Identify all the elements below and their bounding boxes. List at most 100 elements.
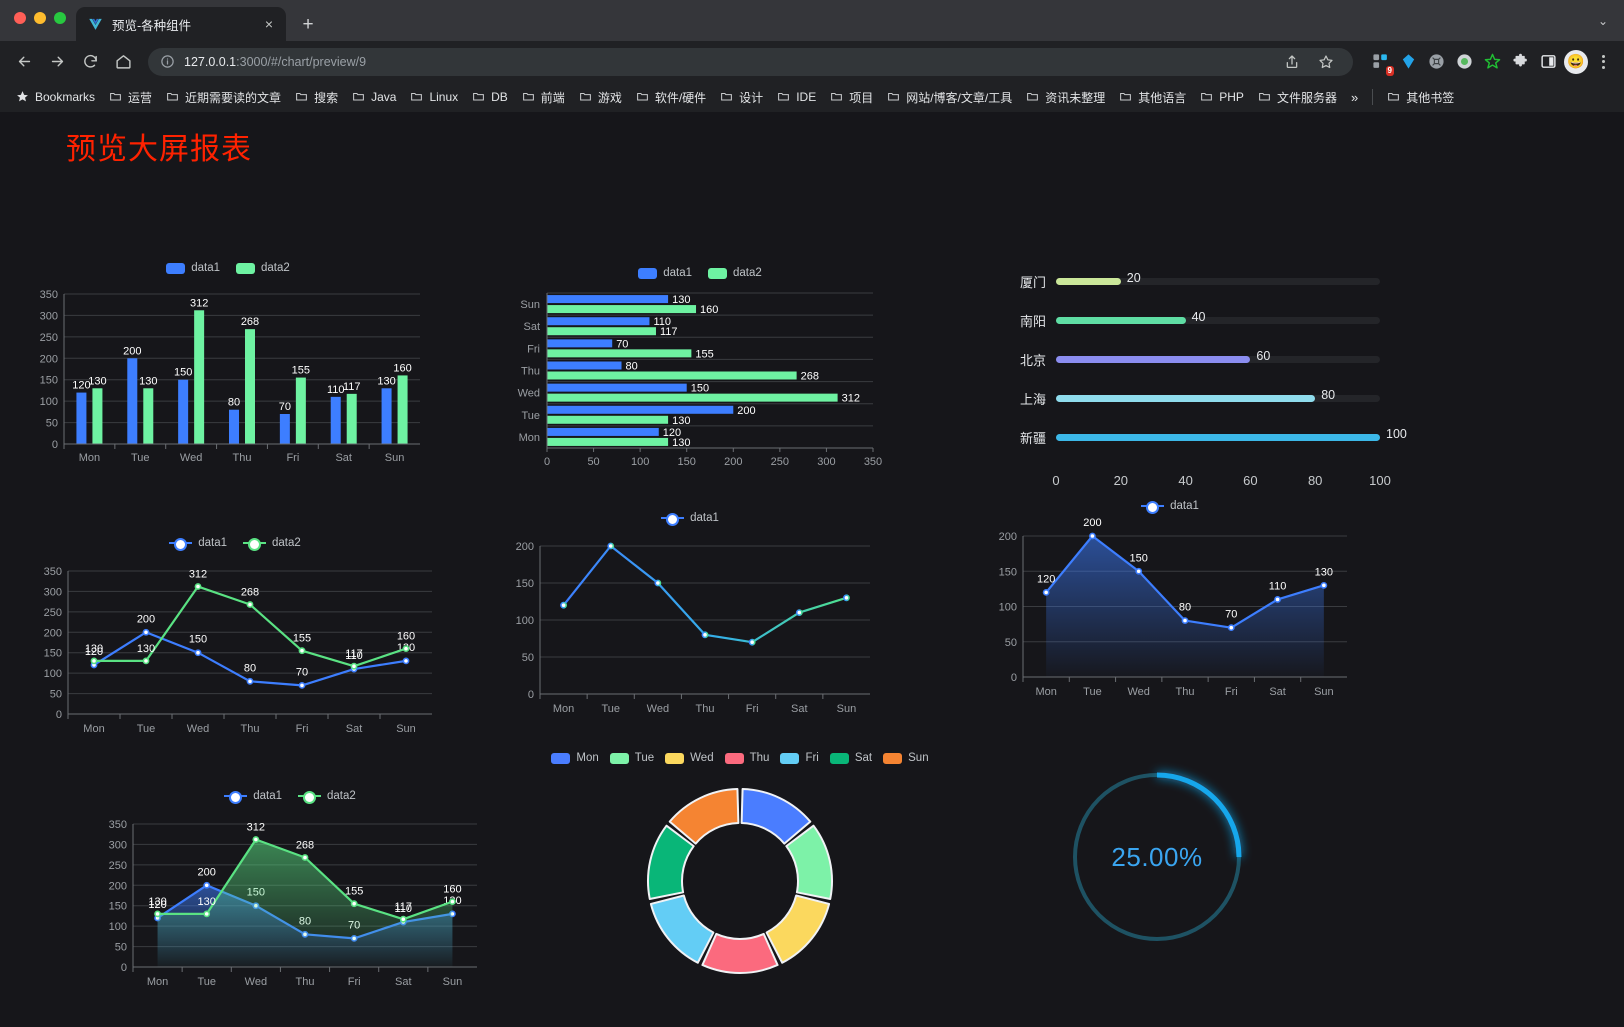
close-window-button[interactable]	[14, 12, 26, 24]
bookmark-folder[interactable]: 设计	[714, 86, 769, 109]
area-single-chart[interactable]: 0 50 100 150 200 120 200 150 80 70 110 130 Mon Tue Wed…	[985, 517, 1355, 705]
star-outline-icon[interactable]	[1311, 47, 1341, 77]
chevron-down-icon[interactable]: ⌄	[1597, 14, 1608, 28]
legend-item[interactable]: data1	[1141, 500, 1199, 514]
svg-text:150: 150	[516, 578, 534, 590]
legend-item[interactable]: data1	[166, 262, 220, 274]
bookmark-folder[interactable]: PHP	[1194, 87, 1250, 107]
forward-arrow-icon[interactable]	[42, 47, 72, 77]
home-icon[interactable]	[108, 47, 138, 77]
svg-text:200: 200	[109, 880, 127, 892]
back-arrow-icon[interactable]	[9, 47, 39, 77]
legend-item[interactable]: Mon	[551, 752, 599, 764]
diamond-icon[interactable]	[1396, 49, 1421, 74]
legend-item[interactable]: Wed	[665, 752, 714, 764]
svg-text:200: 200	[40, 353, 58, 365]
svg-text:Fri: Fri	[746, 703, 759, 715]
bar-vertical-chart[interactable]: 050100150200250300350120130Mon200130Tue1…	[28, 280, 428, 470]
area-dual-chart[interactable]: 0501001502002503003501202001508070110130…	[95, 810, 485, 995]
bookmark-folder[interactable]: 文件服务器	[1252, 86, 1343, 109]
share-icon[interactable]	[1277, 47, 1307, 77]
window-controls[interactable]	[14, 12, 66, 24]
maximize-window-button[interactable]	[54, 12, 66, 24]
bookmark-folder[interactable]: DB	[466, 87, 514, 107]
bookmark-folder[interactable]: 运营	[103, 86, 158, 109]
legend-item[interactable]: Tue	[609, 752, 654, 764]
legend-item[interactable]: Thu	[724, 752, 769, 764]
svg-text:Sat: Sat	[791, 703, 808, 715]
legend-item[interactable]: data2	[243, 537, 301, 551]
legend-item[interactable]: Fri	[780, 752, 819, 764]
bookmark-folder[interactable]: Linux	[404, 87, 464, 107]
bookmark-folder[interactable]: 前端	[516, 86, 571, 109]
legend-item[interactable]: data1	[169, 537, 227, 551]
svg-text:110: 110	[395, 903, 413, 915]
bookmark-folder[interactable]: Java	[346, 87, 402, 107]
legend-item[interactable]: data2	[298, 790, 356, 804]
bookmarks-overflow-button[interactable]: »	[1350, 89, 1359, 105]
svg-text:117: 117	[343, 381, 361, 393]
legend-item[interactable]: data2	[708, 267, 762, 279]
svg-text:50: 50	[522, 652, 534, 664]
legend-item[interactable]: Sat	[829, 752, 872, 764]
browser-tab[interactable]: 预览-各种组件 ×	[76, 7, 286, 41]
line-gradient-chart[interactable]: 0 50 100 150 200 Mon Tue Wed Thu Fri Sat Sun	[500, 532, 880, 722]
legend-item[interactable]: data1	[638, 267, 692, 279]
bookmark-folder[interactable]: 搜索	[289, 86, 344, 109]
avatar[interactable]: 😀	[1564, 49, 1588, 74]
svg-text:160: 160	[700, 304, 718, 316]
bookmark-folder[interactable]: 网站/博客/文章/工具	[881, 86, 1018, 109]
bookmark-label: 运营	[128, 90, 153, 105]
sidepanel-icon[interactable]	[1536, 49, 1561, 74]
bookmark-folder[interactable]: 项目	[824, 86, 879, 109]
minimize-window-button[interactable]	[34, 12, 46, 24]
bookmark-folder[interactable]: 软件/硬件	[630, 86, 712, 109]
extensions-grid-icon[interactable]: 9	[1368, 49, 1394, 76]
green-star-icon[interactable]	[1480, 49, 1505, 74]
svg-text:Sun: Sun	[443, 976, 463, 988]
legend-item[interactable]: data1	[661, 512, 719, 526]
kebab-menu-icon[interactable]	[1591, 50, 1615, 74]
svg-text:0: 0	[544, 456, 550, 468]
legend-label: Fri	[805, 752, 819, 764]
progress-value: 60	[1256, 349, 1271, 363]
bookmark-folder[interactable]: 资讯未整理	[1020, 86, 1111, 109]
address-bar[interactable]: 127.0.0.1:3000/#/chart/preview/9	[148, 47, 1353, 77]
svg-text:Sun: Sun	[1314, 686, 1334, 698]
bookmark-folder[interactable]: 近期需要读的文章	[160, 86, 287, 109]
progress-row: 北京 60	[1000, 340, 1380, 379]
legend-swatch	[724, 752, 744, 764]
other-bookmarks-folder[interactable]: 其他书签	[1381, 86, 1460, 109]
chart-panel-area-dual: data1 data2 0 50 100 150 200 250 300 350 120 200 15…	[95, 790, 485, 995]
info-circle-icon[interactable]	[160, 54, 175, 69]
reload-icon[interactable]	[75, 47, 105, 77]
bookmark-folder[interactable]: 其他语言	[1113, 86, 1192, 109]
gauge-widget[interactable]: 25.00%	[1057, 757, 1257, 957]
url-path: :3000/#/chart/preview/9	[236, 54, 367, 69]
puzzle-icon[interactable]	[1508, 49, 1533, 74]
legend-item[interactable]: data1	[224, 790, 282, 804]
folder-icon	[777, 90, 791, 104]
svg-text:50: 50	[46, 418, 58, 430]
bookmark-folder[interactable]: IDE	[771, 87, 822, 107]
bookmarks-root[interactable]: Bookmarks	[10, 87, 101, 107]
new-tab-button[interactable]: +	[302, 13, 314, 35]
progress-fill	[1056, 356, 1251, 363]
legend-item[interactable]: Sun	[883, 752, 929, 764]
command-circle-icon[interactable]	[1424, 49, 1449, 74]
bookmark-label: 前端	[540, 90, 565, 105]
donut-chart[interactable]	[540, 776, 940, 991]
bookmark-folder[interactable]: 游戏	[573, 86, 628, 109]
green-circle-icon[interactable]	[1452, 49, 1477, 74]
svg-text:50: 50	[587, 456, 599, 468]
legend-line-gradient: data1	[500, 512, 880, 526]
svg-text:350: 350	[864, 456, 882, 468]
svg-text:120: 120	[85, 646, 103, 658]
svg-text:250: 250	[771, 456, 789, 468]
legend-item[interactable]: data2	[236, 262, 290, 274]
line-dual-chart[interactable]: 0 50 100 150 200 250 300 350 120 200 150 80 70 110 130…	[30, 557, 440, 742]
legend-label: data2	[272, 537, 301, 549]
close-tab-button[interactable]: ×	[264, 16, 274, 32]
folder-icon	[472, 90, 486, 104]
